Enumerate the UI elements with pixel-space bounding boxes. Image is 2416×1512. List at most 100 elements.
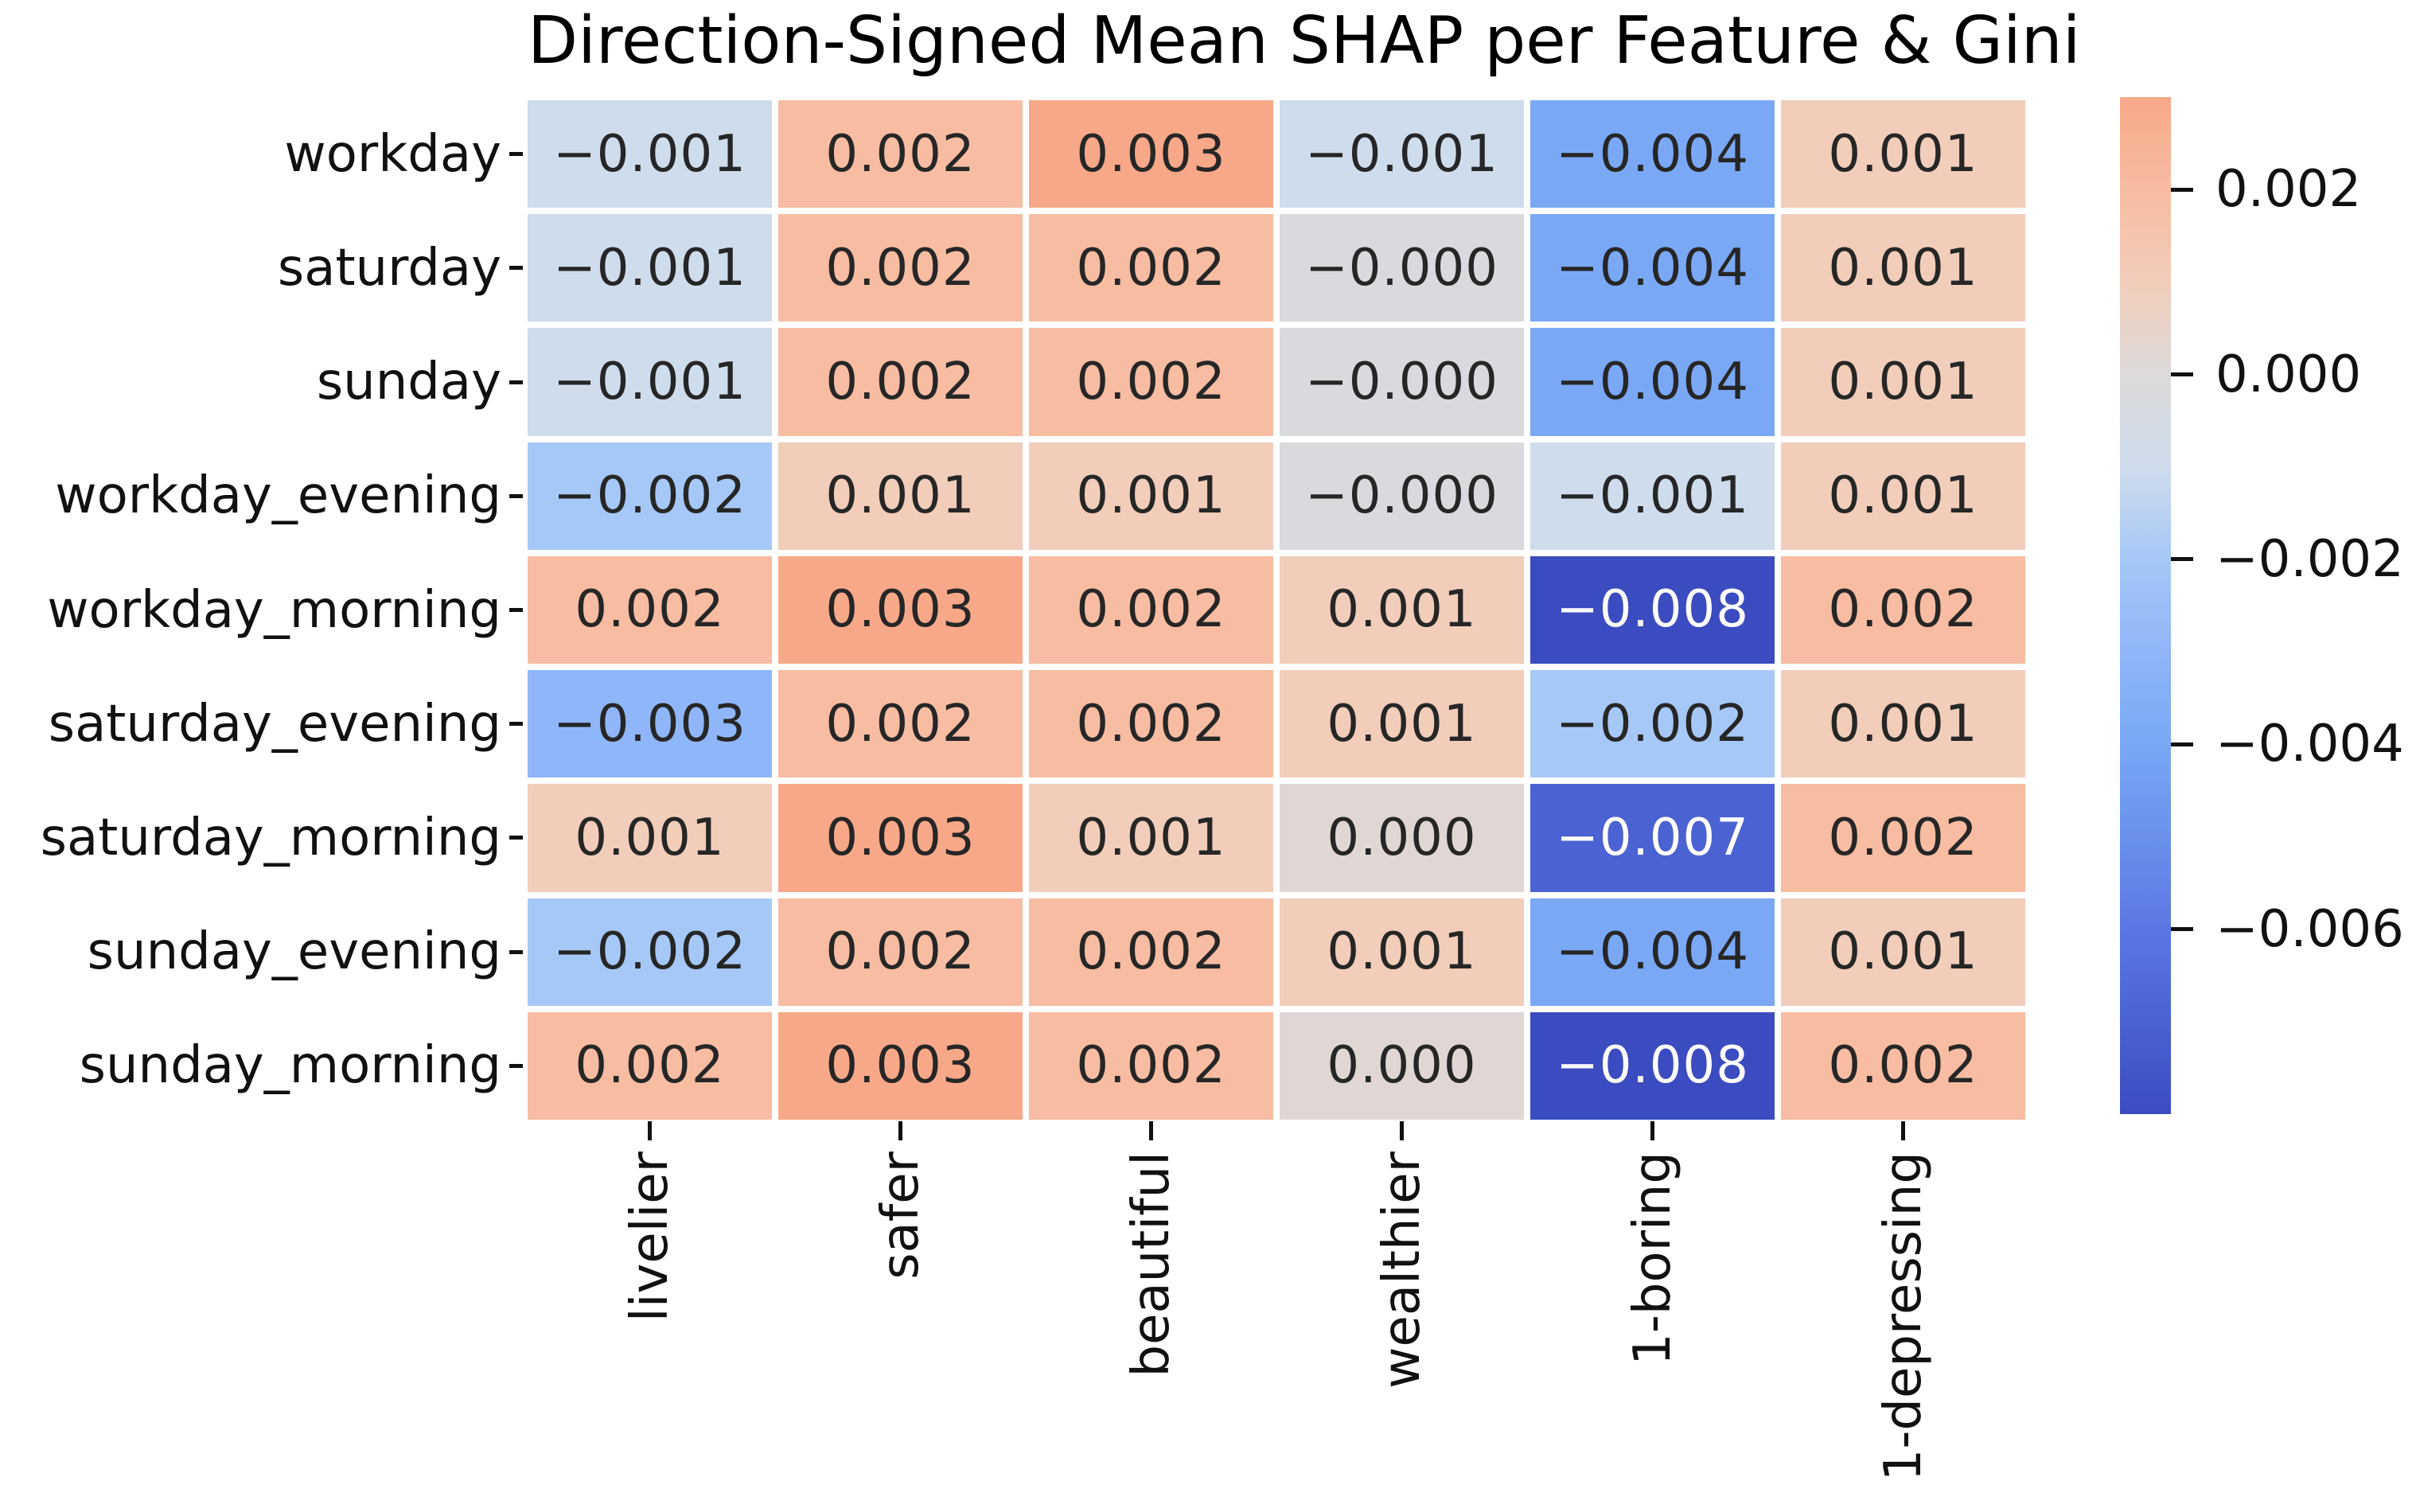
y-tick-mark — [509, 722, 523, 727]
heatmap-cell: 0.000 — [1280, 1011, 1524, 1120]
heatmap-cell: 0.002 — [1781, 555, 2025, 664]
colorbar-tick-label: −0.002 — [2215, 529, 2404, 589]
column-label-wrap: 1-depressing — [1868, 1152, 1939, 1512]
heatmap-cell: 0.002 — [778, 328, 1023, 436]
heatmap-grid: −0.001 0.002 0.003 −0.001 −0.004 0.001 −0.001 0… — [528, 100, 2025, 1120]
heatmap-cell: 0.002 — [1029, 1011, 1273, 1120]
heatmap-cell: −0.004 — [1530, 100, 1775, 208]
heatmap-cell: 0.002 — [1781, 784, 2025, 892]
y-tick-mark — [509, 152, 523, 157]
heatmap-cell: 0.001 — [1781, 100, 2025, 208]
row-label: sunday_evening — [87, 922, 501, 982]
y-tick-mark — [509, 1063, 523, 1068]
heatmap-cell: 0.002 — [528, 1011, 772, 1120]
heatmap-cell: 0.002 — [778, 670, 1023, 778]
column-label: wealthier — [1372, 1152, 1432, 1389]
heatmap-cell: 0.002 — [1029, 555, 1273, 664]
column-label-wrap: beautiful — [1116, 1152, 1187, 1512]
heatmap-cell: 0.001 — [778, 442, 1023, 550]
heatmap-cell: 0.002 — [1781, 1011, 2025, 1120]
heatmap-cell: 0.003 — [778, 1011, 1023, 1120]
y-tick-mark — [509, 836, 523, 840]
heatmap-cell: −0.004 — [1530, 328, 1775, 436]
heatmap-cell: −0.001 — [1530, 442, 1775, 550]
colorbar-tick-mark — [2171, 372, 2193, 377]
heatmap-cell: 0.002 — [778, 898, 1023, 1006]
colorbar-tick-mark — [2171, 742, 2193, 746]
heatmap-cell: −0.000 — [1280, 442, 1524, 550]
x-tick-mark — [648, 1121, 652, 1140]
x-tick-mark — [1149, 1121, 1153, 1140]
y-tick-mark — [509, 380, 523, 384]
row-label: workday_evening — [55, 466, 501, 526]
heatmap-cell: −0.004 — [1530, 898, 1775, 1006]
heatmap-cell: −0.008 — [1530, 555, 1775, 664]
heatmap-cell: 0.003 — [1029, 100, 1273, 208]
heatmap-cell: 0.002 — [528, 555, 772, 664]
heatmap-cell: 0.001 — [1029, 784, 1273, 892]
heatmap-cell: −0.000 — [1280, 328, 1524, 436]
heatmap-cell: 0.001 — [1781, 328, 2025, 436]
row-label: workday_morning — [47, 580, 501, 640]
heatmap-cell: −0.008 — [1530, 1011, 1775, 1120]
row-label: workday — [284, 124, 501, 184]
x-tick-mark — [898, 1121, 902, 1140]
heatmap-cell: −0.002 — [1530, 670, 1775, 778]
heatmap-cell: −0.002 — [528, 898, 772, 1006]
x-tick-mark — [1901, 1121, 1905, 1140]
colorbar-gradient — [2120, 97, 2171, 1114]
heatmap-cell: 0.002 — [778, 100, 1023, 208]
heatmap-cell: −0.007 — [1530, 784, 1775, 892]
column-label-wrap: livelier — [614, 1152, 686, 1512]
x-tick-mark — [1650, 1121, 1654, 1140]
heatmap-cell: 0.001 — [1781, 898, 2025, 1006]
x-tick-mark — [1400, 1121, 1404, 1140]
colorbar-tick-mark — [2171, 187, 2193, 192]
colorbar-tick-mark — [2171, 557, 2193, 562]
column-label-wrap: 1-boring — [1617, 1152, 1689, 1512]
y-tick-mark — [509, 266, 523, 271]
heatmap-cell: 0.001 — [528, 784, 772, 892]
heatmap-cell: −0.002 — [528, 442, 772, 550]
heatmap-cell: 0.000 — [1280, 784, 1524, 892]
heatmap-cell: 0.001 — [1781, 670, 2025, 778]
colorbar-tick-label: −0.006 — [2215, 899, 2404, 959]
heatmap-cell: −0.001 — [1280, 100, 1524, 208]
y-tick-mark — [509, 608, 523, 612]
heatmap-cell: −0.001 — [528, 100, 772, 208]
row-label: sunday_morning — [79, 1036, 501, 1096]
heatmap-cell: 0.002 — [778, 214, 1023, 322]
heatmap-cell: 0.003 — [778, 555, 1023, 664]
colorbar-tick-mark — [2171, 927, 2193, 932]
heatmap-cell: 0.001 — [1280, 898, 1524, 1006]
heatmap-cell: 0.002 — [1029, 670, 1273, 778]
column-label: safer — [871, 1152, 930, 1280]
heatmap-cell: 0.001 — [1029, 442, 1273, 550]
row-label: sunday — [316, 353, 501, 412]
heatmap-cell: −0.001 — [528, 328, 772, 436]
heatmap-cell: −0.001 — [528, 214, 772, 322]
column-label: livelier — [620, 1152, 680, 1323]
heatmap-cell: 0.003 — [778, 784, 1023, 892]
heatmap-cell: 0.002 — [1029, 898, 1273, 1006]
column-label-wrap: wealthier — [1366, 1152, 1438, 1512]
heatmap-cell: 0.001 — [1781, 214, 2025, 322]
heatmap-cell: 0.001 — [1280, 555, 1524, 664]
y-tick-mark — [509, 949, 523, 954]
heatmap-cell: 0.001 — [1280, 670, 1524, 778]
colorbar-tick-label: −0.004 — [2215, 715, 2404, 774]
column-label: 1-depressing — [1873, 1152, 1933, 1482]
row-label: saturday_evening — [48, 694, 501, 754]
column-label: beautiful — [1121, 1152, 1181, 1378]
heatmap-cell: 0.002 — [1029, 214, 1273, 322]
colorbar-tick-label: 0.002 — [2215, 160, 2362, 220]
heatmap-cell: −0.004 — [1530, 214, 1775, 322]
chart-title: Direction-Signed Mean SHAP per Feature &… — [528, 3, 2081, 79]
row-label: saturday — [277, 238, 501, 298]
heatmap-cell: 0.002 — [1029, 328, 1273, 436]
column-label-wrap: safer — [865, 1152, 937, 1512]
column-label: 1-boring — [1623, 1152, 1682, 1366]
colorbar-tick-label: 0.000 — [2215, 345, 2362, 404]
y-tick-mark — [509, 493, 523, 498]
